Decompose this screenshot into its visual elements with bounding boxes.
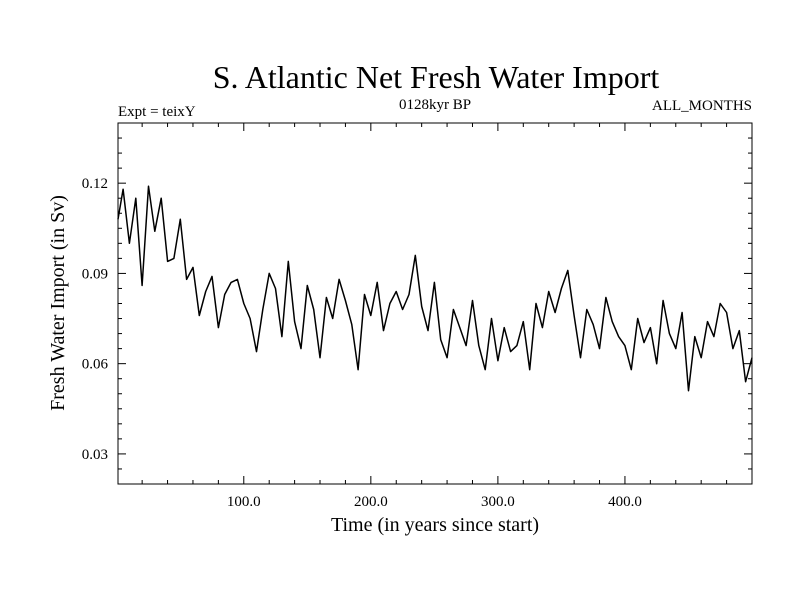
plot-frame xyxy=(117,122,753,485)
y-axis-label: Fresh Water Import (in Sv) xyxy=(47,195,69,411)
months-label: ALL_MONTHS xyxy=(652,98,752,114)
chart-title: S. Atlantic Net Fresh Water Import xyxy=(213,59,660,95)
expt-label: Expt = teixY xyxy=(118,104,196,120)
x-tick-label: 100.0 xyxy=(227,494,261,510)
x-axis-ticks xyxy=(141,123,728,484)
y-axis-tick-labels: 0.03 0.06 0.09 0.12 xyxy=(82,176,109,463)
period-label: 0128kyr BP xyxy=(399,97,471,113)
x-axis-label: Time (in years since start) xyxy=(331,514,539,536)
x-tick-label: 400.0 xyxy=(608,494,642,510)
y-tick-label: 0.06 xyxy=(82,357,109,373)
y-tick-label: 0.12 xyxy=(82,176,108,192)
y-axis-ticks xyxy=(118,137,752,470)
x-tick-label: 200.0 xyxy=(354,494,388,510)
series-line xyxy=(117,185,753,392)
x-tick-label: 300.0 xyxy=(481,494,515,510)
y-tick-label: 0.03 xyxy=(82,447,108,463)
y-tick-label: 0.09 xyxy=(82,266,108,282)
x-axis-tick-labels: 100.0 200.0 300.0 400.0 xyxy=(227,494,642,510)
